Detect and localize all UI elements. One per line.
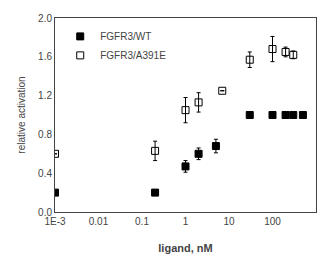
svg-text:relative activation: relative activation: [16, 76, 27, 153]
svg-text:0.4: 0.4: [38, 168, 52, 179]
svg-text:0.0: 0.0: [38, 207, 52, 218]
svg-text:10: 10: [223, 216, 235, 227]
svg-text:1: 1: [183, 216, 189, 227]
svg-text:1.2: 1.2: [38, 90, 52, 101]
svg-text:FGFR3/A391E: FGFR3/A391E: [100, 50, 166, 61]
svg-text:100: 100: [264, 216, 281, 227]
svg-text:FGFR3/WT: FGFR3/WT: [100, 31, 151, 42]
svg-text:0.01: 0.01: [89, 216, 109, 227]
svg-text:2.0: 2.0: [38, 13, 52, 24]
svg-text:1.6: 1.6: [38, 51, 52, 62]
svg-text:0.1: 0.1: [135, 216, 149, 227]
svg-text:1E-3: 1E-3: [44, 216, 66, 227]
svg-text:ligand, nM: ligand, nM: [158, 242, 212, 254]
svg-text:0.8: 0.8: [38, 129, 52, 140]
